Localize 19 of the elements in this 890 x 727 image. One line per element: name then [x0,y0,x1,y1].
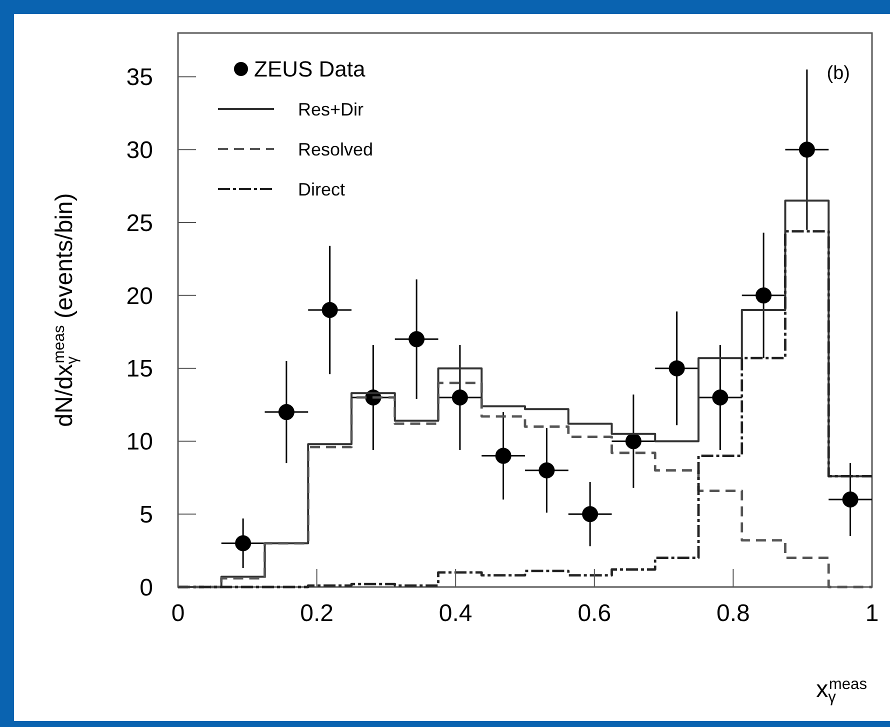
y-tick-label: 10 [126,428,153,456]
legend-label: Resolved [298,139,374,160]
y-tick-label: 30 [126,137,153,164]
x-tick-label: 0.4 [438,600,472,627]
x-tick-label: 1 [865,600,879,627]
y-tick-label: 15 [126,356,153,383]
y-tick-label: 0 [140,574,153,602]
legend-label: Res+Dir [298,99,364,120]
y-tick-label: 20 [126,282,153,310]
x-tick-label: 0 [171,600,185,627]
legend-label: Direct [298,179,346,200]
legend-label: ZEUS Data [254,56,366,82]
annotation: (b) [826,63,850,84]
x-tick-label: 0.2 [300,600,334,627]
y-tick-label: 5 [140,502,153,529]
y-tick-label: 25 [126,210,153,237]
x-tick-label: 0.6 [578,600,612,627]
x-tick-label: 0.8 [716,600,750,627]
y-tick-label: 35 [126,64,153,92]
